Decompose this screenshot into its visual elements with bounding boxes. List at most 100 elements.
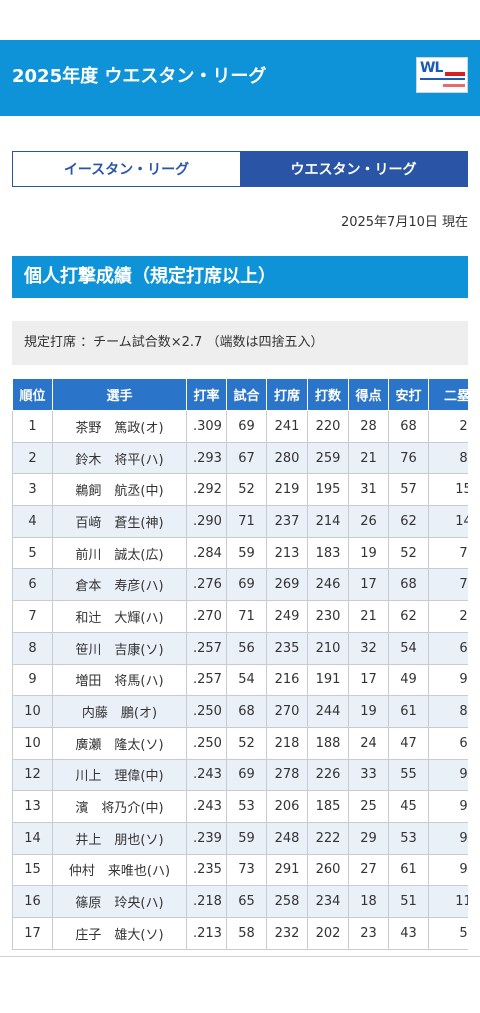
table-row: 1 茶野 篤政(オ) .309 69 241 220 28 68 2 (12, 410, 468, 443)
cell-player[interactable]: 倉本 寿彦(ハ) (52, 568, 187, 602)
cell-ab: 188 (307, 726, 349, 760)
cell-ab: 191 (307, 663, 349, 697)
table-row: 6 倉本 寿彦(ハ) .276 69 269 246 17 68 7 (12, 568, 468, 602)
cell-player[interactable]: 和辻 大輝(ハ) (52, 600, 187, 633)
cell-player[interactable]: 前川 誠太(広) (52, 536, 187, 570)
cell-runs: 33 (348, 758, 389, 792)
cell-player[interactable]: 増田 将馬(ハ) (52, 663, 187, 697)
cell-pa: 248 (266, 821, 308, 855)
cell-runs: 27 (348, 853, 389, 887)
table-row: 9 増田 将馬(ハ) .257 54 216 191 17 49 9 (12, 663, 468, 697)
cell-avg: .243 (186, 790, 227, 823)
cell-runs: 24 (348, 726, 389, 760)
cell-doubles: 9 (428, 790, 468, 823)
cell-pa: 237 (266, 505, 308, 538)
cell-hits: 57 (388, 473, 429, 507)
cell-rank: 6 (12, 568, 53, 602)
cell-rank: 13 (12, 790, 53, 823)
tab-western-league[interactable]: ウエスタン・リーグ (240, 152, 467, 186)
col-header-avg[interactable]: 打率 (186, 378, 227, 411)
table-row: 8 笹川 吉康(ソ) .257 56 235 210 32 54 6 (12, 631, 468, 665)
cell-games: 68 (226, 695, 267, 728)
cell-doubles: 2 (428, 600, 468, 633)
cell-doubles: 8 (428, 695, 468, 728)
cell-pa: 219 (266, 473, 308, 507)
cell-hits: 53 (388, 821, 429, 855)
cell-hits: 45 (388, 790, 429, 823)
cell-games: 52 (226, 726, 267, 760)
cell-doubles: 5 (428, 917, 468, 950)
col-header-ab[interactable]: 打数 (307, 378, 349, 411)
cell-games: 71 (226, 600, 267, 633)
cell-doubles: 2 (428, 410, 468, 443)
table-row: 13 濱 将乃介(中) .243 53 206 185 25 45 9 (12, 790, 468, 823)
col-header-player[interactable]: 選手 (52, 378, 187, 411)
cell-player[interactable]: 庄子 雄大(ソ) (52, 917, 187, 950)
cell-runs: 21 (348, 441, 389, 475)
cell-player[interactable]: 百﨑 蒼生(神) (52, 505, 187, 538)
col-header-hits[interactable]: 安打 (388, 378, 429, 411)
cell-ab: 202 (307, 917, 349, 950)
cell-hits: 51 (388, 885, 429, 918)
cell-doubles: 6 (428, 726, 468, 760)
cell-pa: 258 (266, 885, 308, 918)
cell-player[interactable]: 廣瀬 隆太(ソ) (52, 726, 187, 760)
cell-doubles: 9 (428, 663, 468, 697)
cell-rank: 12 (12, 758, 53, 792)
cell-rank: 17 (12, 917, 53, 950)
cell-ab: 214 (307, 505, 349, 538)
cell-player[interactable]: 茶野 篤政(オ) (52, 410, 187, 443)
logo-text: WL (420, 60, 443, 76)
cell-hits: 54 (388, 631, 429, 665)
col-header-pa[interactable]: 打席 (266, 378, 308, 411)
cell-avg: .213 (186, 917, 227, 950)
col-header-doubles[interactable]: 二塁打 (428, 378, 468, 411)
cell-runs: 32 (348, 631, 389, 665)
cell-player[interactable]: 井上 朋也(ソ) (52, 821, 187, 855)
cell-doubles: 9 (428, 821, 468, 855)
cell-hits: 61 (388, 695, 429, 728)
page-header: 2025年度 ウエスタン・リーグ WL (0, 40, 480, 116)
cell-player[interactable]: 濱 将乃介(中) (52, 790, 187, 823)
cell-games: 53 (226, 790, 267, 823)
cell-rank: 3 (12, 473, 53, 507)
cell-pa: 291 (266, 853, 308, 887)
cell-pa: 270 (266, 695, 308, 728)
table-row: 7 和辻 大輝(ハ) .270 71 249 230 21 62 2 (12, 600, 468, 633)
tab-eastern-league[interactable]: イースタン・リーグ (13, 152, 240, 186)
cell-games: 56 (226, 631, 267, 665)
cell-player[interactable]: 笹川 吉康(ソ) (52, 631, 187, 665)
cell-player[interactable]: 仲村 来唯也(ハ) (52, 853, 187, 887)
league-logo[interactable]: WL (416, 57, 468, 93)
cell-rank: 14 (12, 821, 53, 855)
col-header-runs[interactable]: 得点 (348, 378, 389, 411)
logo-small-bar (443, 84, 465, 87)
cell-pa: 280 (266, 441, 308, 475)
cell-ab: 210 (307, 631, 349, 665)
cell-player[interactable]: 篠原 玲央(ハ) (52, 885, 187, 918)
col-header-rank[interactable]: 順位 (12, 378, 53, 411)
cell-doubles: 14 (428, 505, 468, 538)
cell-runs: 18 (348, 885, 389, 918)
cell-player[interactable]: 鵜飼 航丞(中) (52, 473, 187, 507)
cell-player[interactable]: 川上 理偉(中) (52, 758, 187, 792)
cell-pa: 249 (266, 600, 308, 633)
page-title: 2025年度 ウエスタン・リーグ (12, 66, 267, 87)
batting-stats-table: 順位 選手 打率 試合 打席 打数 得点 安打 二塁打 1茶野 篤政(オ).30… (12, 378, 468, 950)
cell-pa: 241 (266, 410, 308, 443)
cell-rank: 10 (12, 695, 53, 728)
cell-avg: .250 (186, 726, 227, 760)
cell-hits: 55 (388, 758, 429, 792)
cell-ab: 259 (307, 441, 349, 475)
cell-player[interactable]: 内藤 鵬(オ) (52, 695, 187, 728)
cell-games: 69 (226, 758, 267, 792)
table-header-row: 順位 選手 打率 試合 打席 打数 得点 安打 二塁打 (12, 378, 468, 411)
col-header-games[interactable]: 試合 (226, 378, 267, 411)
cell-player[interactable]: 鈴木 将平(ハ) (52, 441, 187, 475)
cell-rank: 15 (12, 853, 53, 887)
table-body: 1 茶野 篤政(オ) .309 69 241 220 28 68 2 2 鈴木 将平(ハ) .293 6… (12, 410, 468, 950)
cell-pa: 269 (266, 568, 308, 602)
batting-table-container[interactable]: 順位 選手 打率 試合 打席 打数 得点 安打 二塁打 1茶野 篤政(オ).30… (12, 378, 468, 956)
cell-pa: 213 (266, 536, 308, 570)
cell-hits: 68 (388, 568, 429, 602)
